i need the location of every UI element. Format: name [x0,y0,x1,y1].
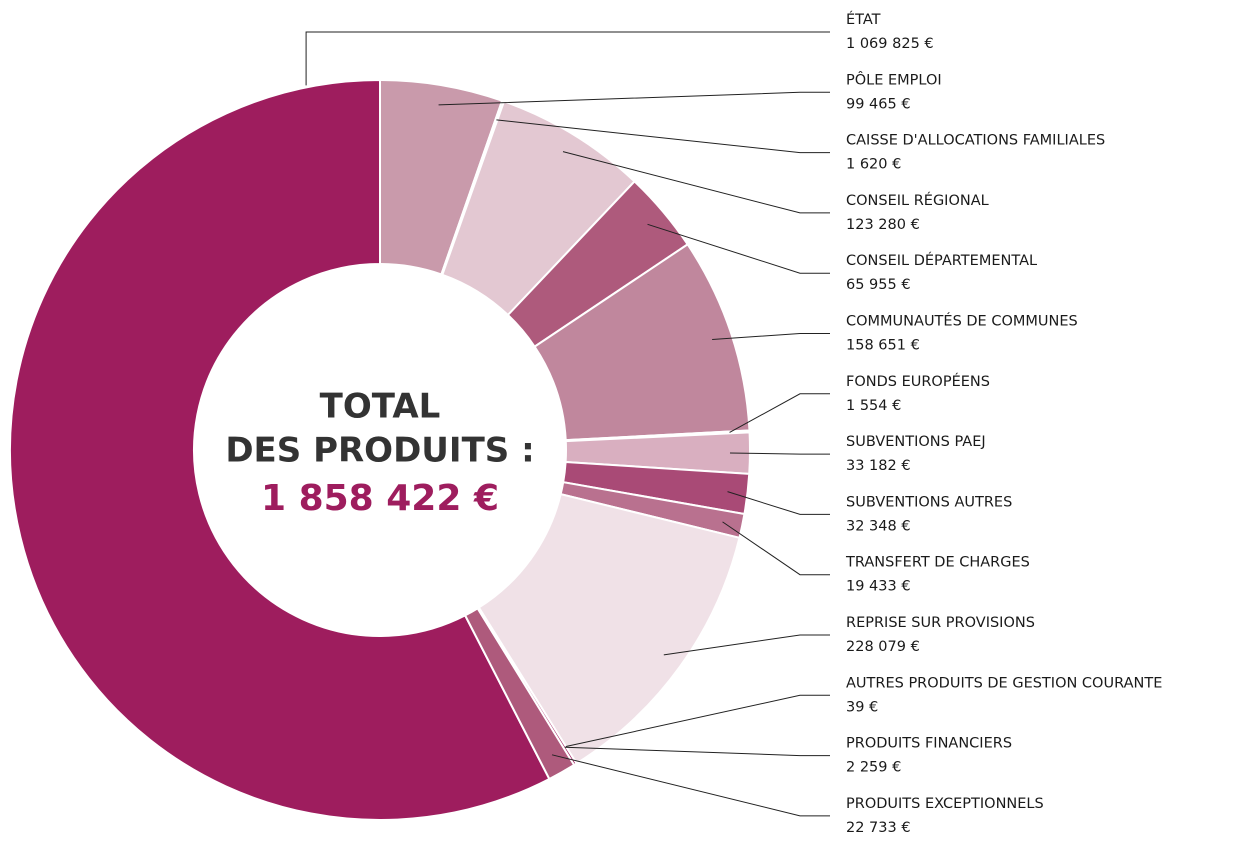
leader-line [565,694,830,748]
value-label: 22 733 € [846,820,911,836]
slice [9,78,551,821]
value-label: 65 955 € [846,277,911,293]
leader-line [564,746,830,757]
legend-label: PÔLE EMPLOI [846,70,942,88]
value-label: 2 259 € [846,760,901,776]
slices [9,78,751,821]
leader-line [722,521,830,576]
value-label: 158 651 € [846,338,920,354]
leader-line [712,333,830,341]
value-label: 99 465 € [846,96,911,112]
leader-line [305,31,830,86]
value-label: 228 079 € [846,639,920,655]
legend-label: CONSEIL DÉPARTEMENTAL [846,252,1037,269]
value-label: 1 069 825 € [846,36,934,52]
value-label: 1 620 € [846,157,901,173]
slice [477,492,741,765]
legend-label: CAISSE D'ALLOCATIONS FAMILIALES [846,133,1105,149]
leader-line [663,634,830,656]
center-title: TOTAL [320,387,441,427]
leader-line [727,491,830,515]
center-total: 1 858 422 € [261,478,499,519]
leader-line [496,119,830,154]
value-label: 33 182 € [846,458,911,474]
legend-label: PRODUITS FINANCIERS [846,736,1012,752]
value-label: 123 280 € [846,217,920,233]
value-label: 32 348 € [846,518,911,534]
legend-label: ÉTAT [846,11,881,28]
leader-line [729,393,830,433]
leader-line [551,754,830,817]
legend-label: TRANSFERT DE CHARGES [845,555,1030,571]
leader-line [729,452,830,455]
legend-label: PRODUITS EXCEPTIONNELS [846,796,1044,812]
legend-label: AUTRES PRODUITS DE GESTION COURANTE [846,675,1162,691]
legend-label: COMMUNAUTÉS DE COMMUNES [846,313,1078,330]
leader-line [647,223,830,274]
legend-label: CONSEIL RÉGIONAL [846,192,989,209]
value-label: 1 554 € [846,398,901,414]
leader-line [438,91,830,106]
legend-label: SUBVENTIONS PAEJ [846,434,986,450]
legend-label: FONDS EUROPÉENS [846,373,990,390]
value-label: 19 433 € [846,579,911,595]
legend-label: REPRISE SUR PROVISIONS [846,615,1035,631]
legend-label: SUBVENTIONS AUTRES [846,494,1012,510]
leader-line [562,151,830,214]
slice [463,606,576,781]
center-title: DES PRODUITS : [225,431,534,471]
value-label: 39 € [846,699,878,715]
